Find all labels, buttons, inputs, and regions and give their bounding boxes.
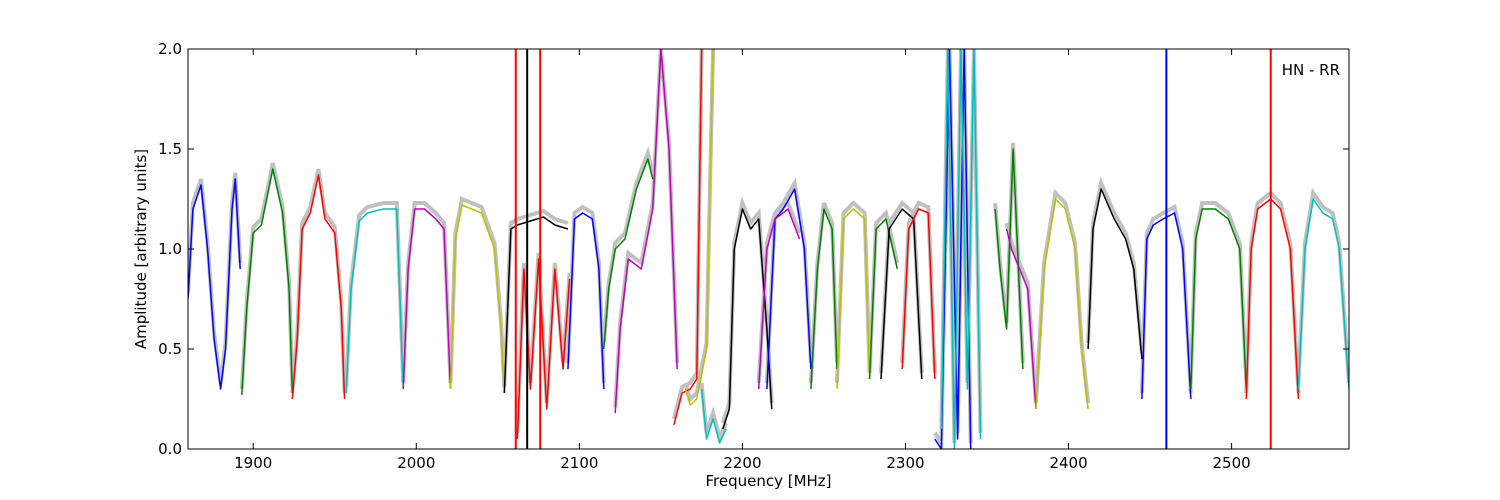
y-axis: 0.0 0.5 1.0 1.5 2.0 xyxy=(158,40,1349,458)
series-line-3 xyxy=(345,208,404,394)
series-line-31 xyxy=(1297,198,1349,390)
series-line-6 xyxy=(503,216,569,394)
x-tick-label: 2300 xyxy=(886,454,924,472)
series-line-0 xyxy=(188,178,241,390)
y-tick-label: 1.0 xyxy=(158,240,182,258)
series-line-29 xyxy=(1190,208,1248,390)
x-axis: 1900 2000 2100 2200 2300 2400 2500 xyxy=(234,49,1251,472)
x-axis-label: Frequency [MHz] xyxy=(705,472,831,490)
series-line-15 xyxy=(766,188,812,390)
series-line-18 xyxy=(836,208,871,390)
series-line-13 xyxy=(700,388,727,444)
series-line-25 xyxy=(1005,228,1037,410)
x-tick-label: 1900 xyxy=(234,454,272,472)
series-line-12 xyxy=(684,49,714,406)
series-line-19 xyxy=(868,218,899,380)
x-tick-label: 2500 xyxy=(1213,454,1251,472)
series-line-1 xyxy=(241,168,294,396)
background-trace-27 xyxy=(1086,176,1144,354)
x-tick-label: 2400 xyxy=(1049,454,1087,472)
series-line-27 xyxy=(1087,188,1143,360)
series-line-2 xyxy=(291,174,346,400)
x-tick-label: 2100 xyxy=(560,454,598,472)
y-tick-label: 2.0 xyxy=(158,40,182,58)
series-line-17 xyxy=(810,208,838,390)
x-tick-label: 2000 xyxy=(397,454,435,472)
background-trace-6 xyxy=(502,208,569,388)
background-trace-28 xyxy=(1139,204,1193,394)
series-line-16 xyxy=(757,208,801,390)
background-trace-9 xyxy=(601,146,655,344)
series-line-14 xyxy=(722,208,773,430)
y-tick-label: 0.5 xyxy=(158,340,182,358)
series-line-22 xyxy=(934,49,972,449)
series-line-9 xyxy=(603,158,654,350)
series-line-7 xyxy=(516,258,571,440)
y-axis-label: Amplitude [arbitrary units] xyxy=(132,149,150,349)
chart-annotation: HN - RR xyxy=(1282,61,1340,79)
series-line-4 xyxy=(402,208,452,390)
series-line-8 xyxy=(567,212,605,390)
series-line-10 xyxy=(614,49,678,414)
background-trace-31 xyxy=(1296,187,1349,384)
series-line-11 xyxy=(673,49,703,426)
series-line-21 xyxy=(901,208,936,380)
series-line-24 xyxy=(994,148,1024,370)
series-line-28 xyxy=(1141,212,1192,400)
series-line-26 xyxy=(1035,198,1089,410)
x-tick-label: 2200 xyxy=(723,454,761,472)
background-trace-29 xyxy=(1188,201,1249,384)
series-line-5 xyxy=(449,204,506,394)
series-line-20 xyxy=(880,208,923,380)
plot-area xyxy=(188,49,1349,449)
y-tick-label: 1.5 xyxy=(158,140,182,158)
y-tick-label: 0.0 xyxy=(158,440,182,458)
